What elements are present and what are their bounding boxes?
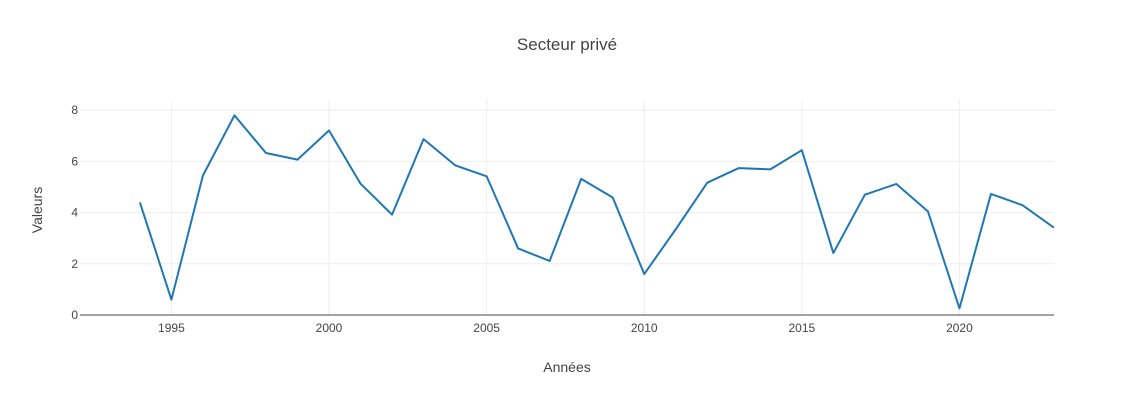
- y-tick-label: 0: [71, 308, 78, 322]
- tick-labels: 1995 2000 2005 2010 2015 2020 0 2 4 6 8: [71, 103, 973, 335]
- series-layer: [138, 114, 1054, 310]
- x-tick-label: 2015: [788, 321, 815, 335]
- grid: [80, 100, 1054, 316]
- x-tick-label: 1995: [158, 321, 185, 335]
- x-axis-title: Années: [543, 359, 590, 375]
- x-tick-label: 2010: [631, 321, 658, 335]
- y-tick-label: 2: [71, 257, 78, 271]
- x-tick-label: 2000: [316, 321, 343, 335]
- chart-title: Secteur privé: [517, 35, 617, 54]
- y-tick-label: 6: [71, 154, 78, 168]
- y-tick-label: 4: [71, 206, 78, 220]
- series-line: [138, 114, 1054, 310]
- x-tick-label: 2020: [946, 321, 973, 335]
- y-tick-label: 8: [71, 103, 78, 117]
- x-tick-label: 2005: [473, 321, 500, 335]
- y-axis-title: Valeurs: [29, 187, 45, 233]
